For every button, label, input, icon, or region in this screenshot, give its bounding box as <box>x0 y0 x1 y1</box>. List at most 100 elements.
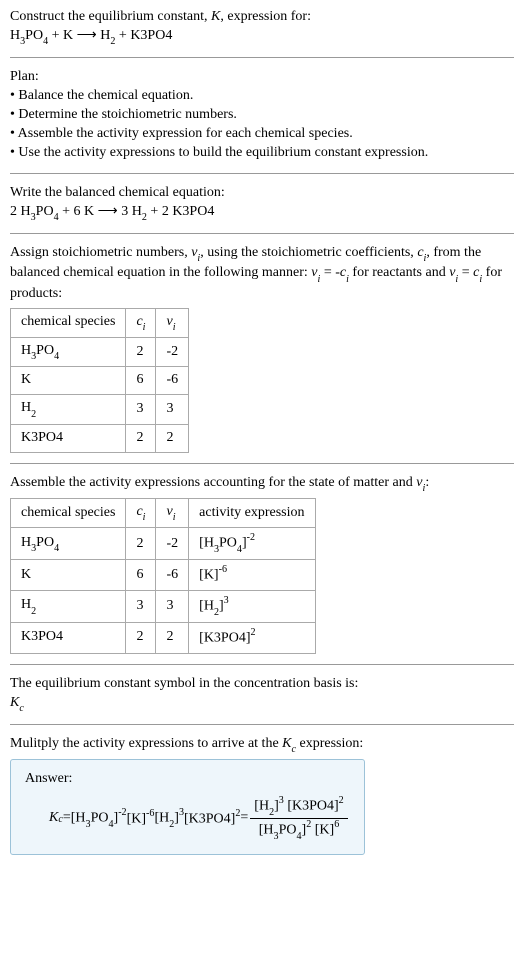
table-row: K 6 -6 [K]-6 <box>11 560 316 591</box>
table-row: K 6 -6 <box>11 367 189 395</box>
assemble-colon: : <box>425 475 429 490</box>
t1-h3-v: ν <box>166 314 172 329</box>
assemble-block: Assemble the activity expressions accoun… <box>10 474 514 654</box>
cell: [K] <box>127 812 146 827</box>
cell: H2 <box>11 591 126 623</box>
intro-block: Construct the equilibrium constant, K, e… <box>10 8 514 47</box>
assign-r1a: ν <box>311 265 317 280</box>
cell: ] <box>219 599 224 614</box>
t1-r2-v: -6 <box>156 367 189 395</box>
t1-h2-c: c <box>136 314 142 329</box>
bal-s1a-sub: 3 <box>31 212 36 223</box>
balanced-eq: 2 H3PO4 + 6 K ⟶ 3 H2 + 2 K3PO4 <box>10 204 214 219</box>
ans-K-sub: c <box>58 813 62 827</box>
stoich-table: chemical species ci νi H3PO4 2 -2 K 6 -6… <box>10 308 189 453</box>
assemble-nu-sub: i <box>423 483 426 494</box>
cell: K <box>11 560 126 591</box>
cell: PO <box>279 823 297 838</box>
cell: ] <box>242 536 247 551</box>
cell: [K3PO4] <box>287 799 338 814</box>
cell: [H <box>71 811 86 826</box>
table-row: K3PO4 2 2 <box>11 424 189 452</box>
cell: 2 <box>339 795 344 806</box>
eq-arrow: ⟶ <box>73 28 100 43</box>
ans-num: [H2]3 [K3PO4]2 <box>250 795 347 818</box>
t1-r1-sp: H3PO4 <box>11 338 126 367</box>
assign-c: c <box>417 245 423 260</box>
divider <box>10 173 514 174</box>
cell: [K3PO4] <box>199 631 250 646</box>
divider <box>10 57 514 58</box>
ans-t2: [K]-6 <box>127 808 155 830</box>
eq-h2: H <box>100 28 110 43</box>
t1-r2-sp: K <box>11 367 126 395</box>
t1-r3-v: 3 <box>156 395 189 424</box>
cell: 2 <box>269 807 274 818</box>
cell: [H <box>154 811 169 826</box>
intro-eq: H3PO4 + K ⟶ H2 + K3PO4 <box>10 28 172 43</box>
intro-line1-pre: Construct the equilibrium constant, <box>10 9 211 24</box>
eq-plus2: + <box>115 28 130 43</box>
assign-r1eq: = - <box>320 265 340 280</box>
assign-r2b-sub: i <box>479 274 482 285</box>
cell: 2 <box>31 409 36 420</box>
t1-r4-c: 2 <box>126 424 156 452</box>
ans-fraction: [H2]3 [K3PO4]2 [H3PO4]2 [K]6 <box>250 795 347 842</box>
plan-b3: • Assemble the activity expression for e… <box>10 125 514 144</box>
bal-s1b-sub: 4 <box>54 212 59 223</box>
cell: ν <box>166 504 172 519</box>
plan-b1: • Balance the chemical equation. <box>10 87 514 106</box>
cell: 3 <box>31 543 36 554</box>
assign-block: Assign stoichiometric numbers, νi, using… <box>10 244 514 453</box>
table-row: H2 3 3 [H2]3 <box>11 591 316 623</box>
assemble-nu: ν <box>416 475 422 490</box>
plan-title: Plan: <box>10 68 514 87</box>
t1-r1-v: -2 <box>156 338 189 367</box>
symbol-K: K <box>10 695 19 710</box>
t1-r3-c: 3 <box>126 395 156 424</box>
cell: -6 <box>146 808 154 819</box>
t1-h2: ci <box>126 308 156 337</box>
cell: i <box>143 512 146 523</box>
cell: 4 <box>54 543 59 554</box>
eq-po: PO <box>25 28 43 43</box>
cell: 3 <box>86 819 91 830</box>
cell: [H3PO4]-2 <box>189 528 315 560</box>
mult-K: K <box>282 736 291 751</box>
ans-K: K <box>49 809 58 828</box>
cell: 2 <box>235 808 240 819</box>
assign-r1b-sub: i <box>346 274 349 285</box>
cell: H <box>21 597 31 612</box>
intro-line1-post: , expression for: <box>220 9 311 24</box>
eq-plus1: + <box>48 28 63 43</box>
bal-plus1: + <box>59 204 74 219</box>
cell: 2 <box>156 623 189 654</box>
cell: 4 <box>237 544 242 555</box>
plan-block: Plan: • Balance the chemical equation. •… <box>10 68 514 162</box>
cell: [K] <box>199 568 218 583</box>
table-row: H3PO4 2 -2 [H3PO4]-2 <box>11 528 316 560</box>
cell: [H <box>199 536 214 551</box>
cell: 3 <box>274 831 279 842</box>
mult-post: expression: <box>296 736 363 751</box>
bal-c4: 2 K3PO4 <box>162 204 215 219</box>
bal-arrow: ⟶ <box>94 204 121 219</box>
cell: i <box>173 512 176 523</box>
cell: 4 <box>54 351 59 362</box>
eq-h3: H <box>10 28 20 43</box>
assign-r2eq: = <box>458 265 473 280</box>
bal-c1: 2 <box>10 204 21 219</box>
intro-K: K <box>211 9 220 24</box>
assign-pre: Assign stoichiometric numbers, <box>10 245 191 260</box>
cell: 3 <box>214 544 219 555</box>
divider <box>10 233 514 234</box>
cell: 3 <box>31 351 36 362</box>
eq-k3po4: K3PO4 <box>130 28 172 43</box>
plan-b4: • Use the activity expressions to build … <box>10 144 514 163</box>
table-row: H3PO4 2 -2 <box>11 338 189 367</box>
cell: PO <box>36 535 54 550</box>
cell: [H <box>199 599 214 614</box>
answer-equation: Kc = [H3PO4]-2 [K]-6 [H2]3 [K3PO4]2 = [H… <box>49 795 350 842</box>
cell: 6 <box>126 560 156 591</box>
assign-r1a-sub: i <box>318 274 321 285</box>
